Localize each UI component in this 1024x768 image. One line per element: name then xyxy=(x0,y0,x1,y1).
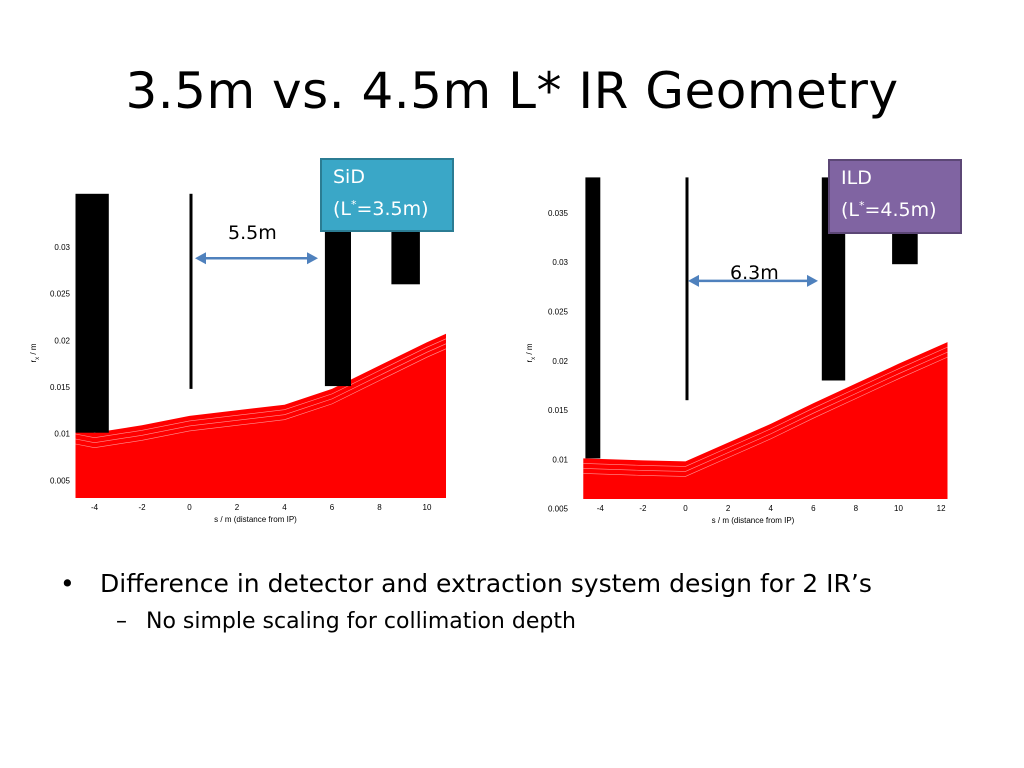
bullet-dot-icon: • xyxy=(60,569,75,598)
x-tick-label: 10 xyxy=(894,504,903,513)
bullet-list: • Difference in detector and extraction … xyxy=(60,568,960,636)
x-tick-label: 8 xyxy=(377,503,382,512)
beam-envelope-area xyxy=(583,342,948,499)
y-tick-label: 0.025 xyxy=(548,308,569,317)
y-tick-label: 0.03 xyxy=(552,258,568,267)
y-tick-label: 0.01 xyxy=(54,430,70,439)
mask-element-2 xyxy=(189,193,193,389)
x-tick-label: 6 xyxy=(330,503,335,512)
sid-callout-name: SiD xyxy=(333,166,365,188)
x-tick-label: 10 xyxy=(423,503,432,512)
x-tick-label: -4 xyxy=(597,504,605,513)
y-axis-title: rx / m xyxy=(29,343,41,362)
x-tick-label: 2 xyxy=(726,504,731,513)
y-tick-label: 0.025 xyxy=(50,290,71,299)
bullet-dash-icon: – xyxy=(116,609,127,634)
ild-callout: ILD (L*=4.5m) xyxy=(828,159,962,234)
beam-trace-line xyxy=(583,346,948,467)
sub-bullet-item: – No simple scaling for collimation dept… xyxy=(116,609,576,634)
y-axis-title-group: rx / m xyxy=(29,343,41,362)
y-tick-label: 0.03 xyxy=(54,243,70,252)
x-tick-label: -2 xyxy=(639,504,647,513)
x-tick-label: 6 xyxy=(811,504,816,513)
beam-trace-line xyxy=(75,338,447,439)
x-tick-label: 0 xyxy=(683,504,688,513)
distance-arrow-head-right xyxy=(807,274,818,287)
y-axis-title: rx / m xyxy=(525,343,537,362)
sid-callout-param: (L*=3.5m) xyxy=(333,198,429,220)
sid-callout: SiD (L*=3.5m) xyxy=(320,158,454,232)
distance-arrow-head-right xyxy=(307,252,318,265)
x-tick-label: 8 xyxy=(854,504,859,513)
x-axis-title: s / m (distance from IP) xyxy=(712,516,795,525)
x-tick-label: -2 xyxy=(138,503,146,512)
sid-distance-label: 5.5m xyxy=(228,222,277,244)
mask-element-2 xyxy=(685,177,689,401)
ild-callout-name: ILD xyxy=(841,167,872,189)
x-tick-label: 4 xyxy=(282,503,287,512)
beam-trace-line xyxy=(583,351,948,472)
y-tick-label: 0.015 xyxy=(50,383,71,392)
x-tick-label: -4 xyxy=(91,503,99,512)
distance-arrow-head-left xyxy=(688,274,699,287)
beam-trace-line xyxy=(583,356,948,477)
slide-title: 3.5m vs. 4.5m L* IR Geometry xyxy=(125,62,899,120)
mask-element-1 xyxy=(75,193,109,433)
x-axis-title: s / m (distance from IP) xyxy=(214,515,297,524)
ild-distance-label: 6.3m xyxy=(730,262,779,284)
mask-element-1 xyxy=(585,177,601,459)
y-tick-label: 0.02 xyxy=(54,336,70,345)
y-tick-label: 0.02 xyxy=(552,357,568,366)
x-tick-label: 4 xyxy=(768,504,773,513)
distance-arrow-head-left xyxy=(195,252,206,265)
beam-trace-line xyxy=(75,343,447,444)
ild-callout-param: (L*=4.5m) xyxy=(841,199,937,221)
y-tick-label: 0.035 xyxy=(548,209,569,218)
x-tick-label: 0 xyxy=(187,503,192,512)
x-tick-label: 2 xyxy=(235,503,240,512)
beam-trace-line xyxy=(75,348,447,449)
x-tick-label: 12 xyxy=(937,504,946,513)
y-tick-label: 0.01 xyxy=(552,455,568,464)
y-tick-label: 0.005 xyxy=(50,476,71,485)
y-tick-label: 0.005 xyxy=(548,505,569,514)
bullet-item: • Difference in detector and extraction … xyxy=(60,569,872,598)
y-axis-title-group: rx / m xyxy=(525,343,537,362)
beam-envelope-area xyxy=(75,333,446,498)
y-tick-label: 0.015 xyxy=(548,406,569,415)
